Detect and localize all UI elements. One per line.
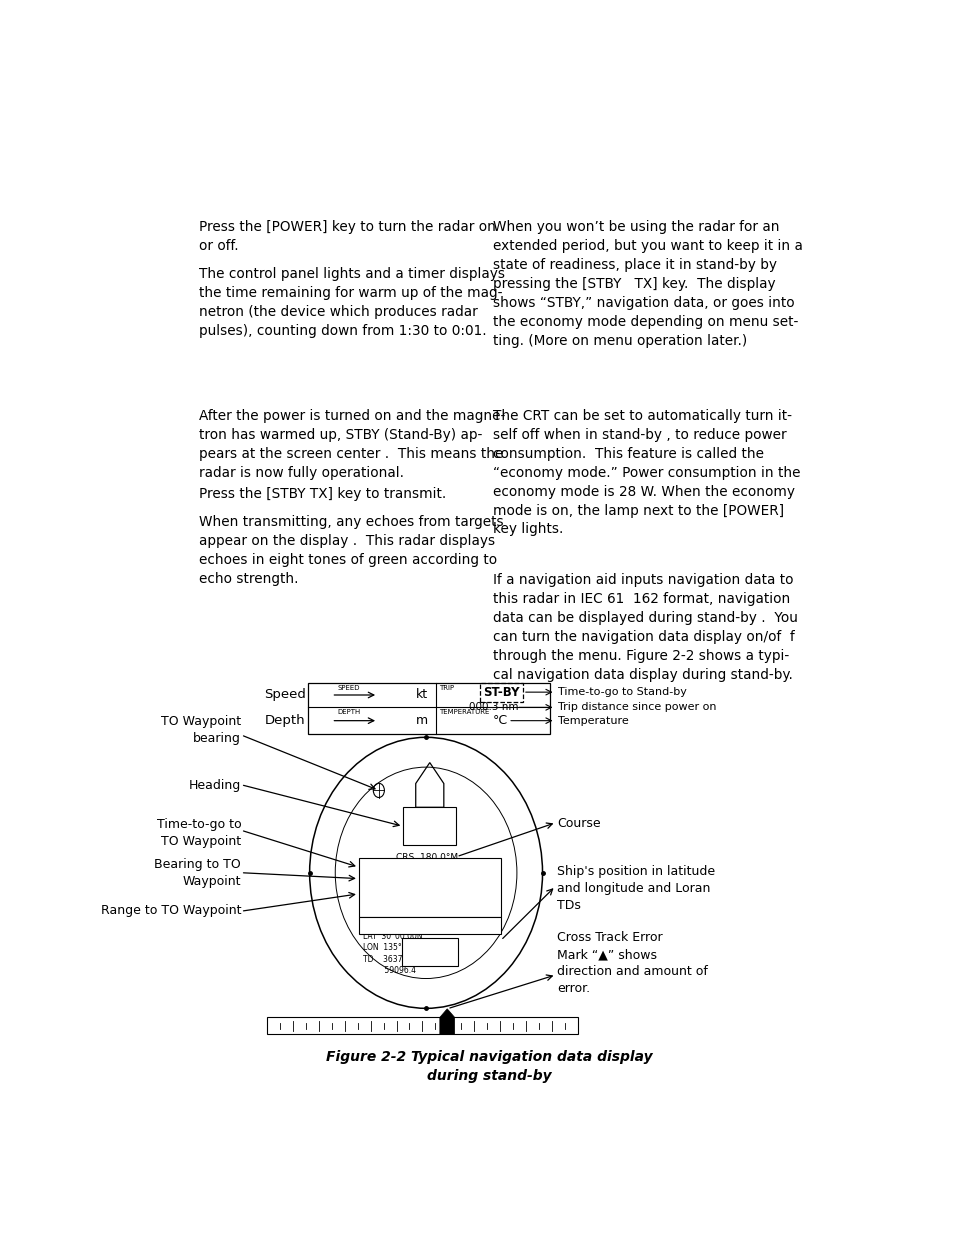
- Text: Time-to-go to
TO Waypoint: Time-to-go to TO Waypoint: [156, 818, 241, 848]
- Text: Range to TO Waypoint: Range to TO Waypoint: [101, 904, 241, 918]
- Text: Press the [STBY TX] key to transmit.: Press the [STBY TX] key to transmit.: [199, 487, 446, 500]
- Text: The control panel lights and a timer displays
the time remaining for warm up of : The control panel lights and a timer dis…: [199, 267, 504, 338]
- Text: TEMPERATURE: TEMPERATURE: [439, 709, 489, 715]
- Text: RNG: RNG: [378, 889, 397, 898]
- Text: After the power is turned on and the magne-
tron has warmed up, STBY (Stand-By) : After the power is turned on and the mag…: [199, 409, 505, 479]
- Text: 092.5°: 092.5°: [415, 829, 444, 837]
- Text: TD    36378.1: TD 36378.1: [363, 955, 415, 963]
- Text: Time-to-go to Stand-by: Time-to-go to Stand-by: [558, 687, 686, 697]
- Bar: [401, 937, 457, 967]
- Text: Ship's position in latitude
and longitude and Loran
TDs: Ship's position in latitude and longitud…: [557, 864, 715, 911]
- Text: BRG: BRG: [378, 874, 396, 883]
- Text: m: m: [416, 714, 428, 727]
- Text: LON  135°00.00E: LON 135°00.00E: [363, 944, 428, 952]
- Text: CRS  180.0°M: CRS 180.0°M: [395, 853, 457, 862]
- Bar: [308, 683, 549, 734]
- Text: ST-BY: ST-BY: [483, 685, 519, 699]
- Text: Bearing to TO
Waypoint: Bearing to TO Waypoint: [154, 858, 241, 888]
- Text: OWN SHIP: OWN SHIP: [410, 920, 449, 930]
- Text: R 0.3NM: R 0.3NM: [412, 955, 447, 965]
- Text: TO Waypoint
bearing: TO Waypoint bearing: [161, 715, 241, 745]
- Text: The CRT can be set to automatically turn it-
self off when in stand-by , to redu: The CRT can be set to automatically turn…: [493, 409, 800, 536]
- Text: Temperature: Temperature: [558, 715, 629, 726]
- Text: When transmitting, any echoes from targets
appear on the display .  This radar d: When transmitting, any echoes from targe…: [199, 515, 503, 587]
- Text: TRIP: TRIP: [439, 684, 454, 690]
- Text: Depth: Depth: [265, 714, 305, 727]
- Text: Trip distance since power on: Trip distance since power on: [558, 703, 716, 713]
- Bar: [358, 916, 500, 934]
- Text: When you won’t be using the radar for an
extended period, but you want to keep i: When you won’t be using the radar for an…: [493, 221, 802, 348]
- Text: Press the [POWER] key to turn the radar on
or off.: Press the [POWER] key to turn the radar …: [199, 221, 496, 253]
- Text: SPEED: SPEED: [337, 684, 359, 690]
- Text: 000.3 nm: 000.3 nm: [469, 703, 518, 713]
- Text: Course: Course: [557, 816, 600, 830]
- Text: LAT  30°00.00N: LAT 30°00.00N: [363, 932, 422, 941]
- Text: Speed: Speed: [263, 688, 305, 701]
- Text: °C: °C: [493, 714, 508, 727]
- Polygon shape: [439, 1009, 455, 1035]
- Text: Heading: Heading: [189, 779, 241, 792]
- Text: Figure 2-2 Typical navigation data display
during stand-by: Figure 2-2 Typical navigation data displ…: [325, 1050, 652, 1083]
- Text: XTE: XTE: [421, 942, 437, 952]
- Text: If a navigation aid inputs navigation data to
this radar in IEC 61  162 format, : If a navigation aid inputs navigation da…: [493, 573, 798, 682]
- Bar: [267, 1018, 577, 1035]
- Text: Cross Track Error
Mark “▲” shows
direction and amount of
error.: Cross Track Error Mark “▲” shows directi…: [557, 931, 707, 995]
- Bar: [403, 808, 456, 845]
- Text: HDG: HDG: [419, 813, 439, 823]
- Text: DEPTH: DEPTH: [337, 709, 360, 715]
- Bar: [358, 857, 500, 916]
- Text: @WPT    TTG    01:08: @WPT TTG 01:08: [364, 862, 453, 872]
- Text: kt: kt: [416, 688, 428, 701]
- Text: 59096.4: 59096.4: [363, 966, 416, 976]
